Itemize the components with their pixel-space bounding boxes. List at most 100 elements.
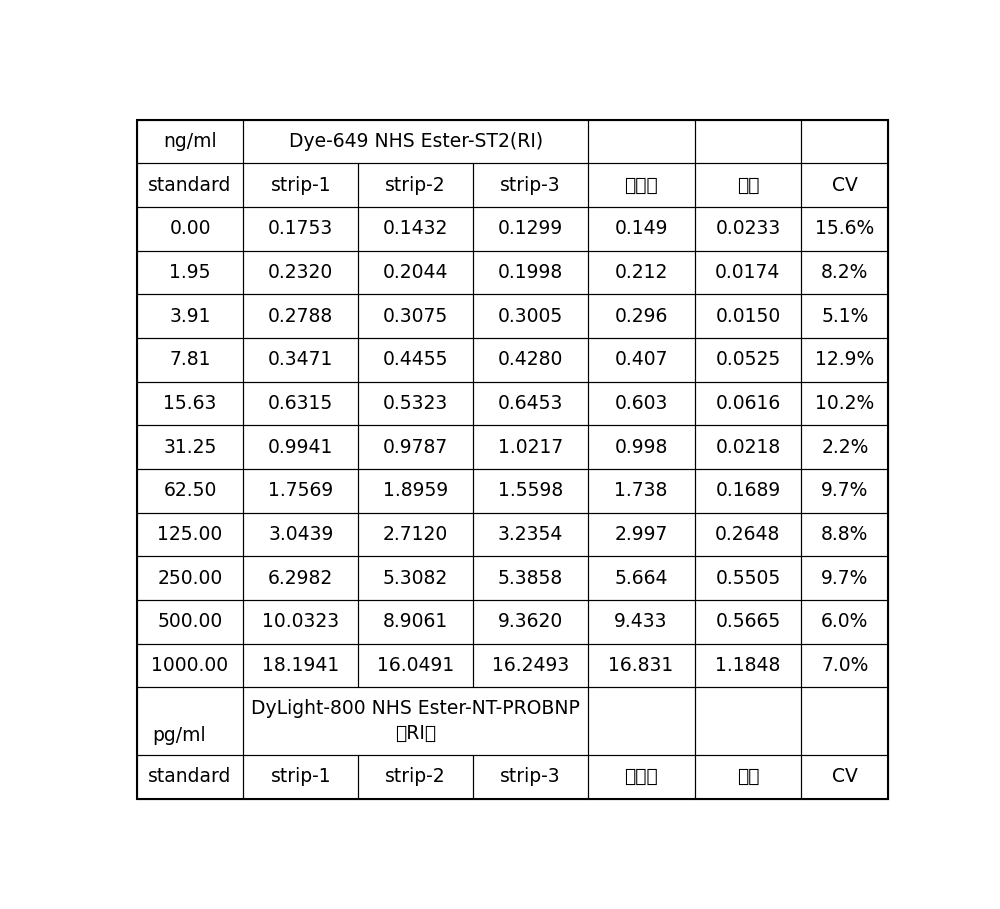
- Text: 9.3620: 9.3620: [498, 612, 563, 631]
- Bar: [695, 425, 801, 469]
- Bar: [695, 207, 801, 251]
- Text: 0.212: 0.212: [614, 263, 668, 282]
- Text: 5.664: 5.664: [614, 568, 668, 587]
- Text: standard: standard: [148, 175, 232, 195]
- Bar: [137, 251, 243, 295]
- Text: ng/ml: ng/ml: [163, 132, 217, 151]
- Bar: [358, 251, 473, 295]
- Text: 0.5505: 0.5505: [715, 568, 781, 587]
- Bar: [243, 556, 358, 600]
- Bar: [588, 644, 695, 687]
- Text: 0.407: 0.407: [614, 350, 668, 369]
- Bar: [243, 754, 358, 798]
- Bar: [801, 338, 888, 382]
- Bar: [137, 687, 243, 754]
- Text: 平均値: 平均値: [624, 175, 658, 195]
- Text: 0.0525: 0.0525: [715, 350, 781, 369]
- Bar: [695, 295, 801, 338]
- Bar: [358, 338, 473, 382]
- Bar: [358, 754, 473, 798]
- Text: 0.6315: 0.6315: [268, 394, 333, 413]
- Text: 0.998: 0.998: [614, 437, 668, 456]
- Bar: [137, 207, 243, 251]
- Bar: [243, 469, 358, 513]
- Text: 0.3075: 0.3075: [383, 306, 448, 325]
- Text: 9.7%: 9.7%: [821, 568, 869, 587]
- Text: 0.1689: 0.1689: [715, 481, 781, 500]
- Bar: [801, 754, 888, 798]
- Bar: [588, 382, 695, 425]
- Bar: [358, 295, 473, 338]
- Bar: [588, 687, 695, 754]
- Bar: [243, 251, 358, 295]
- Bar: [801, 120, 888, 164]
- Bar: [243, 644, 358, 687]
- Text: 0.2320: 0.2320: [268, 263, 333, 282]
- Text: 0.6453: 0.6453: [498, 394, 563, 413]
- Bar: [588, 164, 695, 207]
- Bar: [801, 513, 888, 556]
- Bar: [473, 556, 588, 600]
- Bar: [588, 425, 695, 469]
- Bar: [243, 207, 358, 251]
- Text: standard: standard: [148, 767, 232, 786]
- Bar: [588, 469, 695, 513]
- Text: 125.00: 125.00: [157, 524, 223, 544]
- Bar: [473, 207, 588, 251]
- Bar: [695, 251, 801, 295]
- Bar: [801, 382, 888, 425]
- Text: 3.0439: 3.0439: [268, 524, 334, 544]
- Bar: [243, 600, 358, 644]
- Bar: [695, 513, 801, 556]
- Text: 0.5665: 0.5665: [715, 612, 781, 631]
- Bar: [358, 513, 473, 556]
- Text: 500.00: 500.00: [157, 612, 223, 631]
- Bar: [695, 600, 801, 644]
- Text: 2.7120: 2.7120: [383, 524, 448, 544]
- Text: 0.2044: 0.2044: [383, 263, 448, 282]
- Text: 18.1941: 18.1941: [262, 656, 339, 674]
- Bar: [801, 251, 888, 295]
- Bar: [137, 556, 243, 600]
- Bar: [801, 687, 888, 754]
- Bar: [695, 687, 801, 754]
- Text: 0.4455: 0.4455: [383, 350, 448, 369]
- Bar: [243, 338, 358, 382]
- Text: CV: CV: [832, 175, 858, 195]
- Text: 1.0217: 1.0217: [498, 437, 563, 456]
- Text: 0.0150: 0.0150: [715, 306, 781, 325]
- Text: 15.6%: 15.6%: [815, 219, 874, 238]
- Text: 8.9061: 8.9061: [383, 612, 448, 631]
- Bar: [473, 754, 588, 798]
- Text: 9.7%: 9.7%: [821, 481, 869, 500]
- Bar: [588, 513, 695, 556]
- Bar: [588, 251, 695, 295]
- Text: 0.2648: 0.2648: [715, 524, 781, 544]
- Text: CV: CV: [832, 767, 858, 786]
- Text: DyLight-800 NHS Ester-NT-PROBNP: DyLight-800 NHS Ester-NT-PROBNP: [251, 699, 580, 718]
- Bar: [137, 600, 243, 644]
- Text: 2.997: 2.997: [614, 524, 668, 544]
- Bar: [137, 644, 243, 687]
- Bar: [473, 425, 588, 469]
- Text: pg/ml: pg/ml: [153, 726, 206, 745]
- Bar: [801, 164, 888, 207]
- Bar: [695, 556, 801, 600]
- Bar: [137, 469, 243, 513]
- Bar: [358, 469, 473, 513]
- Text: 5.3858: 5.3858: [498, 568, 563, 587]
- Bar: [137, 513, 243, 556]
- Text: 7.0%: 7.0%: [821, 656, 869, 674]
- Bar: [695, 754, 801, 798]
- Text: 9.433: 9.433: [614, 612, 668, 631]
- Text: 偏差: 偏差: [737, 767, 759, 786]
- Bar: [358, 207, 473, 251]
- Text: 0.296: 0.296: [614, 306, 668, 325]
- Bar: [588, 556, 695, 600]
- Text: 偏差: 偏差: [737, 175, 759, 195]
- Text: strip-2: strip-2: [385, 175, 446, 195]
- Text: 平均値: 平均値: [624, 767, 658, 786]
- Text: 15.63: 15.63: [163, 394, 217, 413]
- Text: strip-3: strip-3: [500, 767, 561, 786]
- Text: 0.1998: 0.1998: [498, 263, 563, 282]
